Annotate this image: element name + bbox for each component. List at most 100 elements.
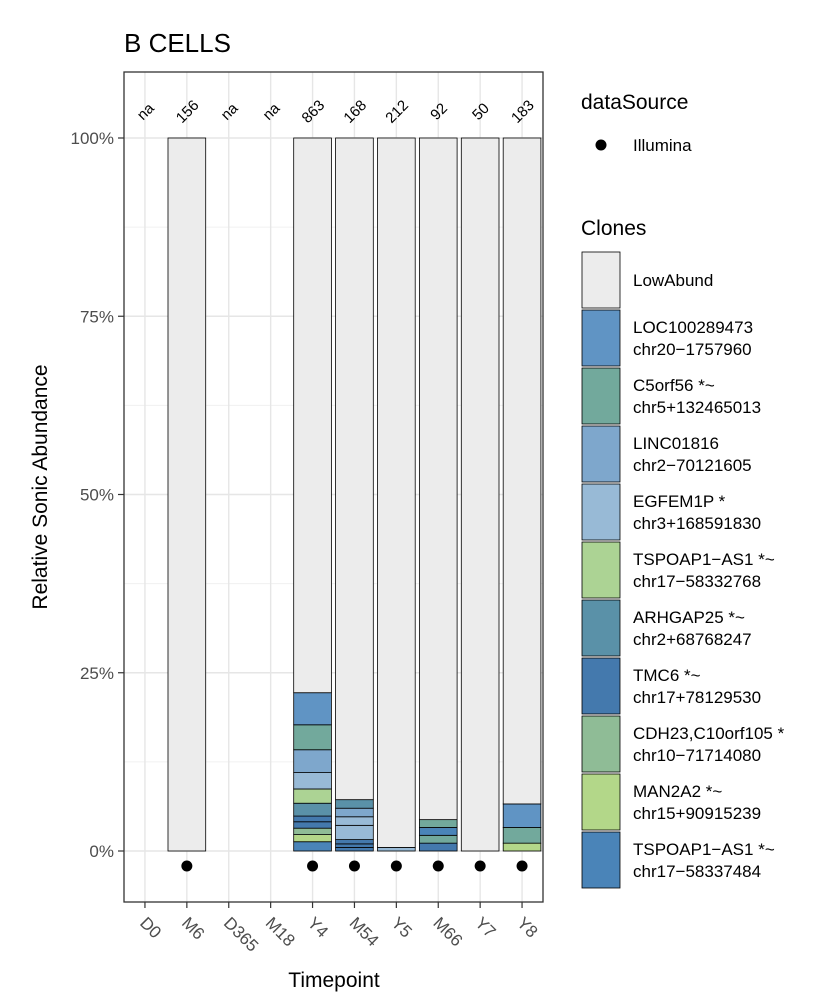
legend-label: ARHGAP25 *~ xyxy=(633,608,745,627)
legend-label: TSPOAP1−AS1 *~ xyxy=(633,550,775,569)
x-tick-label: M66 xyxy=(429,913,466,950)
legend-label: chr15+90915239 xyxy=(633,804,761,823)
bar-segment-loc100289473 xyxy=(293,692,332,726)
legend-label: chr17−58332768 xyxy=(633,572,761,591)
legend-key xyxy=(581,715,621,773)
bar-segment-egfem1p xyxy=(335,824,374,840)
bar-segment-lowabund xyxy=(418,137,458,821)
bar-segment-linc01816 xyxy=(335,807,374,818)
legend-label: EGFEM1P * xyxy=(633,492,726,511)
bar-segment-loc100289473 xyxy=(502,803,542,828)
y-tick-label: 75% xyxy=(80,307,114,326)
legend-key xyxy=(581,367,621,425)
datasource-legend: dataSource Illumina xyxy=(581,91,692,155)
x-tick-label: Y7 xyxy=(471,913,499,941)
legend-label: chr20−1757960 xyxy=(633,340,752,359)
legend-label: chr17−58337484 xyxy=(633,862,761,881)
plot-panel: na 156 na na 863 168 212 92 50 183 xyxy=(123,71,544,903)
legend-label: chr10−71714080 xyxy=(633,746,761,765)
x-tick-label: Y5 xyxy=(388,913,416,941)
bar-segment-tmc6 xyxy=(418,842,458,852)
bar-segment-tspoap1-as1a xyxy=(293,788,332,804)
x-axis: D0 M6 D365 M18 Y4 M54 Y5 M66 Y7 Y8 xyxy=(136,902,541,956)
x-axis-label: Timepoint xyxy=(288,969,380,992)
y-axis: 0% 25% 50% 75% 100% xyxy=(71,129,124,861)
x-tick-label: M6 xyxy=(178,913,208,943)
bar-segment-linc01816 xyxy=(293,749,332,773)
y-axis-label: Relative Sonic Abundance xyxy=(29,364,52,609)
datasource-markers xyxy=(181,860,528,872)
legend-label: MAN2A2 *~ xyxy=(633,782,722,801)
bar-segment-tmc6 xyxy=(335,839,374,845)
legend-key xyxy=(581,309,621,367)
bar-segment-egfem1p xyxy=(335,816,374,826)
legend-label: TSPOAP1−AS1 *~ xyxy=(633,840,775,859)
bar-segment-egfem1p xyxy=(377,847,416,852)
bar-segment-c5orf56 xyxy=(502,827,542,844)
x-tick-label: M54 xyxy=(346,913,383,950)
y-tick-label: 25% xyxy=(80,664,114,683)
bar-segment-egfem1p xyxy=(293,772,332,790)
x-tick-label: Y8 xyxy=(513,913,541,941)
legend-key xyxy=(581,541,621,599)
legend-label: chr17+78129530 xyxy=(633,688,761,707)
bar-segment-lowabund xyxy=(293,137,332,694)
x-tick-label: D365 xyxy=(220,913,262,955)
clones-legend: Clones LowAbund LOC100289473 chr20−1757960… xyxy=(581,217,785,889)
legend-key xyxy=(581,831,621,889)
bar-segment-tspoap1-as1b xyxy=(293,841,332,852)
datasource-point xyxy=(474,860,486,872)
bars xyxy=(167,137,542,852)
bar-segment-arhgap25 xyxy=(293,802,332,817)
y-tick-label: 50% xyxy=(80,486,114,505)
legend-label: chr2−70121605 xyxy=(633,456,752,475)
legend-label: LINC01816 xyxy=(633,434,719,453)
legend-label: TMC6 *~ xyxy=(633,666,701,685)
bar-segment-c5orf56 xyxy=(418,834,458,844)
clones-legend-title: Clones xyxy=(581,217,646,240)
bar-segment-c5orf56 xyxy=(418,819,458,828)
bar-segment-lowabund xyxy=(460,137,500,852)
legend-label: LOC100289473 xyxy=(633,318,753,337)
x-tick-label: Y4 xyxy=(304,913,332,941)
y-tick-label: 0% xyxy=(89,842,114,861)
datasource-point xyxy=(181,860,193,872)
bar-segment-tmc6 xyxy=(293,815,332,823)
legend-key xyxy=(581,657,621,715)
bar-segment-man2a2 xyxy=(502,842,542,852)
legend-label: chr2+68768247 xyxy=(633,630,752,649)
legend-key xyxy=(581,251,621,309)
bar-segment-lowabund xyxy=(502,137,542,805)
bar-segment-tmc6 xyxy=(293,821,332,829)
x-tick-label: D0 xyxy=(136,913,165,942)
datasource-point xyxy=(348,860,360,872)
bar-segment-man2a2 xyxy=(293,834,332,843)
bar-segment-c5orf56 xyxy=(293,724,332,751)
legend-key xyxy=(581,599,621,657)
x-tick-label: M18 xyxy=(262,913,299,950)
bar-segment-tmc6 xyxy=(335,843,374,848)
bar-segment-tmc6 xyxy=(335,847,374,852)
datasource-point xyxy=(307,860,319,872)
datasource-legend-dot xyxy=(595,139,607,151)
bar-segment-cdh23 xyxy=(293,827,332,836)
legend-label: C5orf56 *~ xyxy=(633,376,715,395)
bar-segment-arhgap25 xyxy=(335,799,374,809)
legend-key xyxy=(581,425,621,483)
legend-label: CDH23,C10orf105 * xyxy=(633,724,785,743)
datasource-legend-label: Illumina xyxy=(633,136,692,155)
bar-segment-tspoap1-as1b xyxy=(418,827,458,836)
bar-segment-lowabund xyxy=(335,137,374,801)
legend-label: chr3+168591830 xyxy=(633,514,761,533)
legend-key xyxy=(581,773,621,831)
y-tick-label: 100% xyxy=(71,129,114,148)
bar-segment-lowabund xyxy=(167,137,207,852)
chart-title: B CELLS xyxy=(124,28,231,58)
legend-key xyxy=(581,483,621,541)
panel-border xyxy=(123,71,544,903)
datasource-point xyxy=(516,860,528,872)
datasource-legend-title: dataSource xyxy=(581,91,688,114)
bar-segment-lowabund xyxy=(377,137,416,848)
legend-label: chr5+132465013 xyxy=(633,398,761,417)
